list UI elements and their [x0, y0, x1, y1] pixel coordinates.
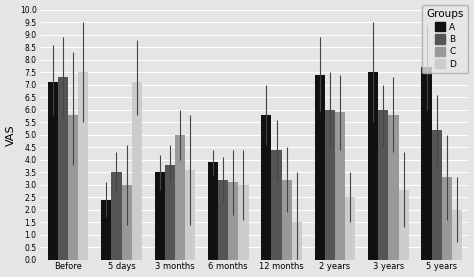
- Bar: [432, 130, 442, 260]
- Legend: A, B, C, D: A, B, C, D: [422, 5, 468, 73]
- Bar: [368, 72, 378, 260]
- Bar: [325, 110, 335, 260]
- Bar: [345, 197, 356, 260]
- Bar: [272, 150, 282, 260]
- Bar: [121, 185, 132, 260]
- Bar: [68, 115, 78, 260]
- Bar: [208, 162, 218, 260]
- Bar: [185, 170, 195, 260]
- Bar: [48, 82, 58, 260]
- Bar: [218, 180, 228, 260]
- Bar: [315, 75, 325, 260]
- Bar: [132, 82, 142, 260]
- Bar: [101, 200, 111, 260]
- Bar: [399, 190, 409, 260]
- Bar: [238, 185, 248, 260]
- Bar: [111, 172, 121, 260]
- Bar: [442, 177, 452, 260]
- Bar: [261, 115, 272, 260]
- Y-axis label: VAS: VAS: [6, 124, 16, 145]
- Bar: [452, 210, 462, 260]
- Bar: [335, 112, 345, 260]
- Bar: [78, 72, 89, 260]
- Bar: [165, 165, 175, 260]
- Bar: [175, 135, 185, 260]
- Bar: [388, 115, 399, 260]
- Bar: [58, 77, 68, 260]
- Bar: [228, 182, 238, 260]
- Bar: [378, 110, 388, 260]
- Bar: [282, 180, 292, 260]
- Bar: [155, 172, 165, 260]
- Bar: [421, 67, 432, 260]
- Bar: [292, 222, 302, 260]
